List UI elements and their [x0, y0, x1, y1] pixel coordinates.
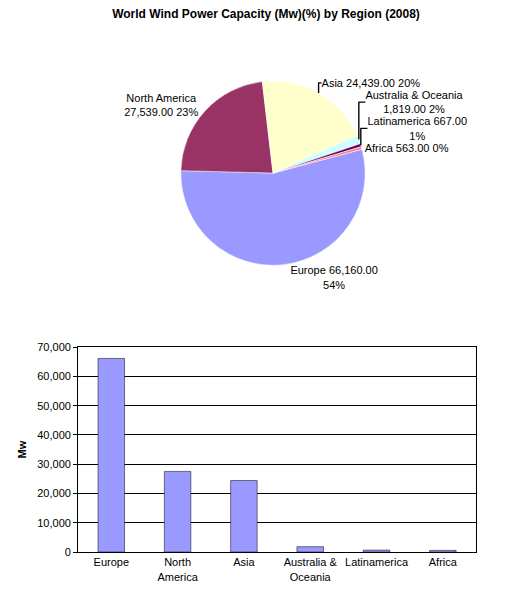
svg-text:Africa 563.00 0%: Africa 563.00 0%: [365, 142, 449, 154]
svg-text:70,000: 70,000: [37, 341, 71, 353]
svg-text:North America27,539.00 23%: North America27,539.00 23%: [124, 92, 198, 118]
svg-text:10,000: 10,000: [37, 517, 71, 529]
svg-text:30,000: 30,000: [37, 458, 71, 470]
svg-text:20,000: 20,000: [37, 487, 71, 499]
svg-text:Asia: Asia: [233, 556, 255, 568]
svg-text:50,000: 50,000: [37, 400, 71, 412]
svg-text:Australia &Oceania: Australia &Oceania: [284, 556, 338, 582]
svg-text:Latinamerica: Latinamerica: [345, 556, 409, 568]
svg-text:Asia 24,439.00 20%: Asia 24,439.00 20%: [322, 77, 421, 89]
svg-text:Latinamerica 667.001%: Latinamerica 667.001%: [367, 115, 467, 141]
svg-text:Australia & Oceania1,819.00 2%: Australia & Oceania1,819.00 2%: [365, 89, 463, 115]
svg-text:Africa: Africa: [429, 556, 458, 568]
svg-text:Europe 66,160.0054%: Europe 66,160.0054%: [290, 264, 377, 290]
svg-text:Mw: Mw: [16, 440, 28, 458]
svg-text:0: 0: [65, 546, 71, 558]
svg-text:NorthAmerica: NorthAmerica: [157, 556, 198, 582]
svg-text:40,000: 40,000: [37, 429, 71, 441]
svg-text:Europe: Europe: [94, 556, 129, 568]
svg-text:World Wind Power Capacity (Mw): World Wind Power Capacity (Mw)(%) by Reg…: [112, 7, 420, 21]
svg-text:60,000: 60,000: [37, 370, 71, 382]
